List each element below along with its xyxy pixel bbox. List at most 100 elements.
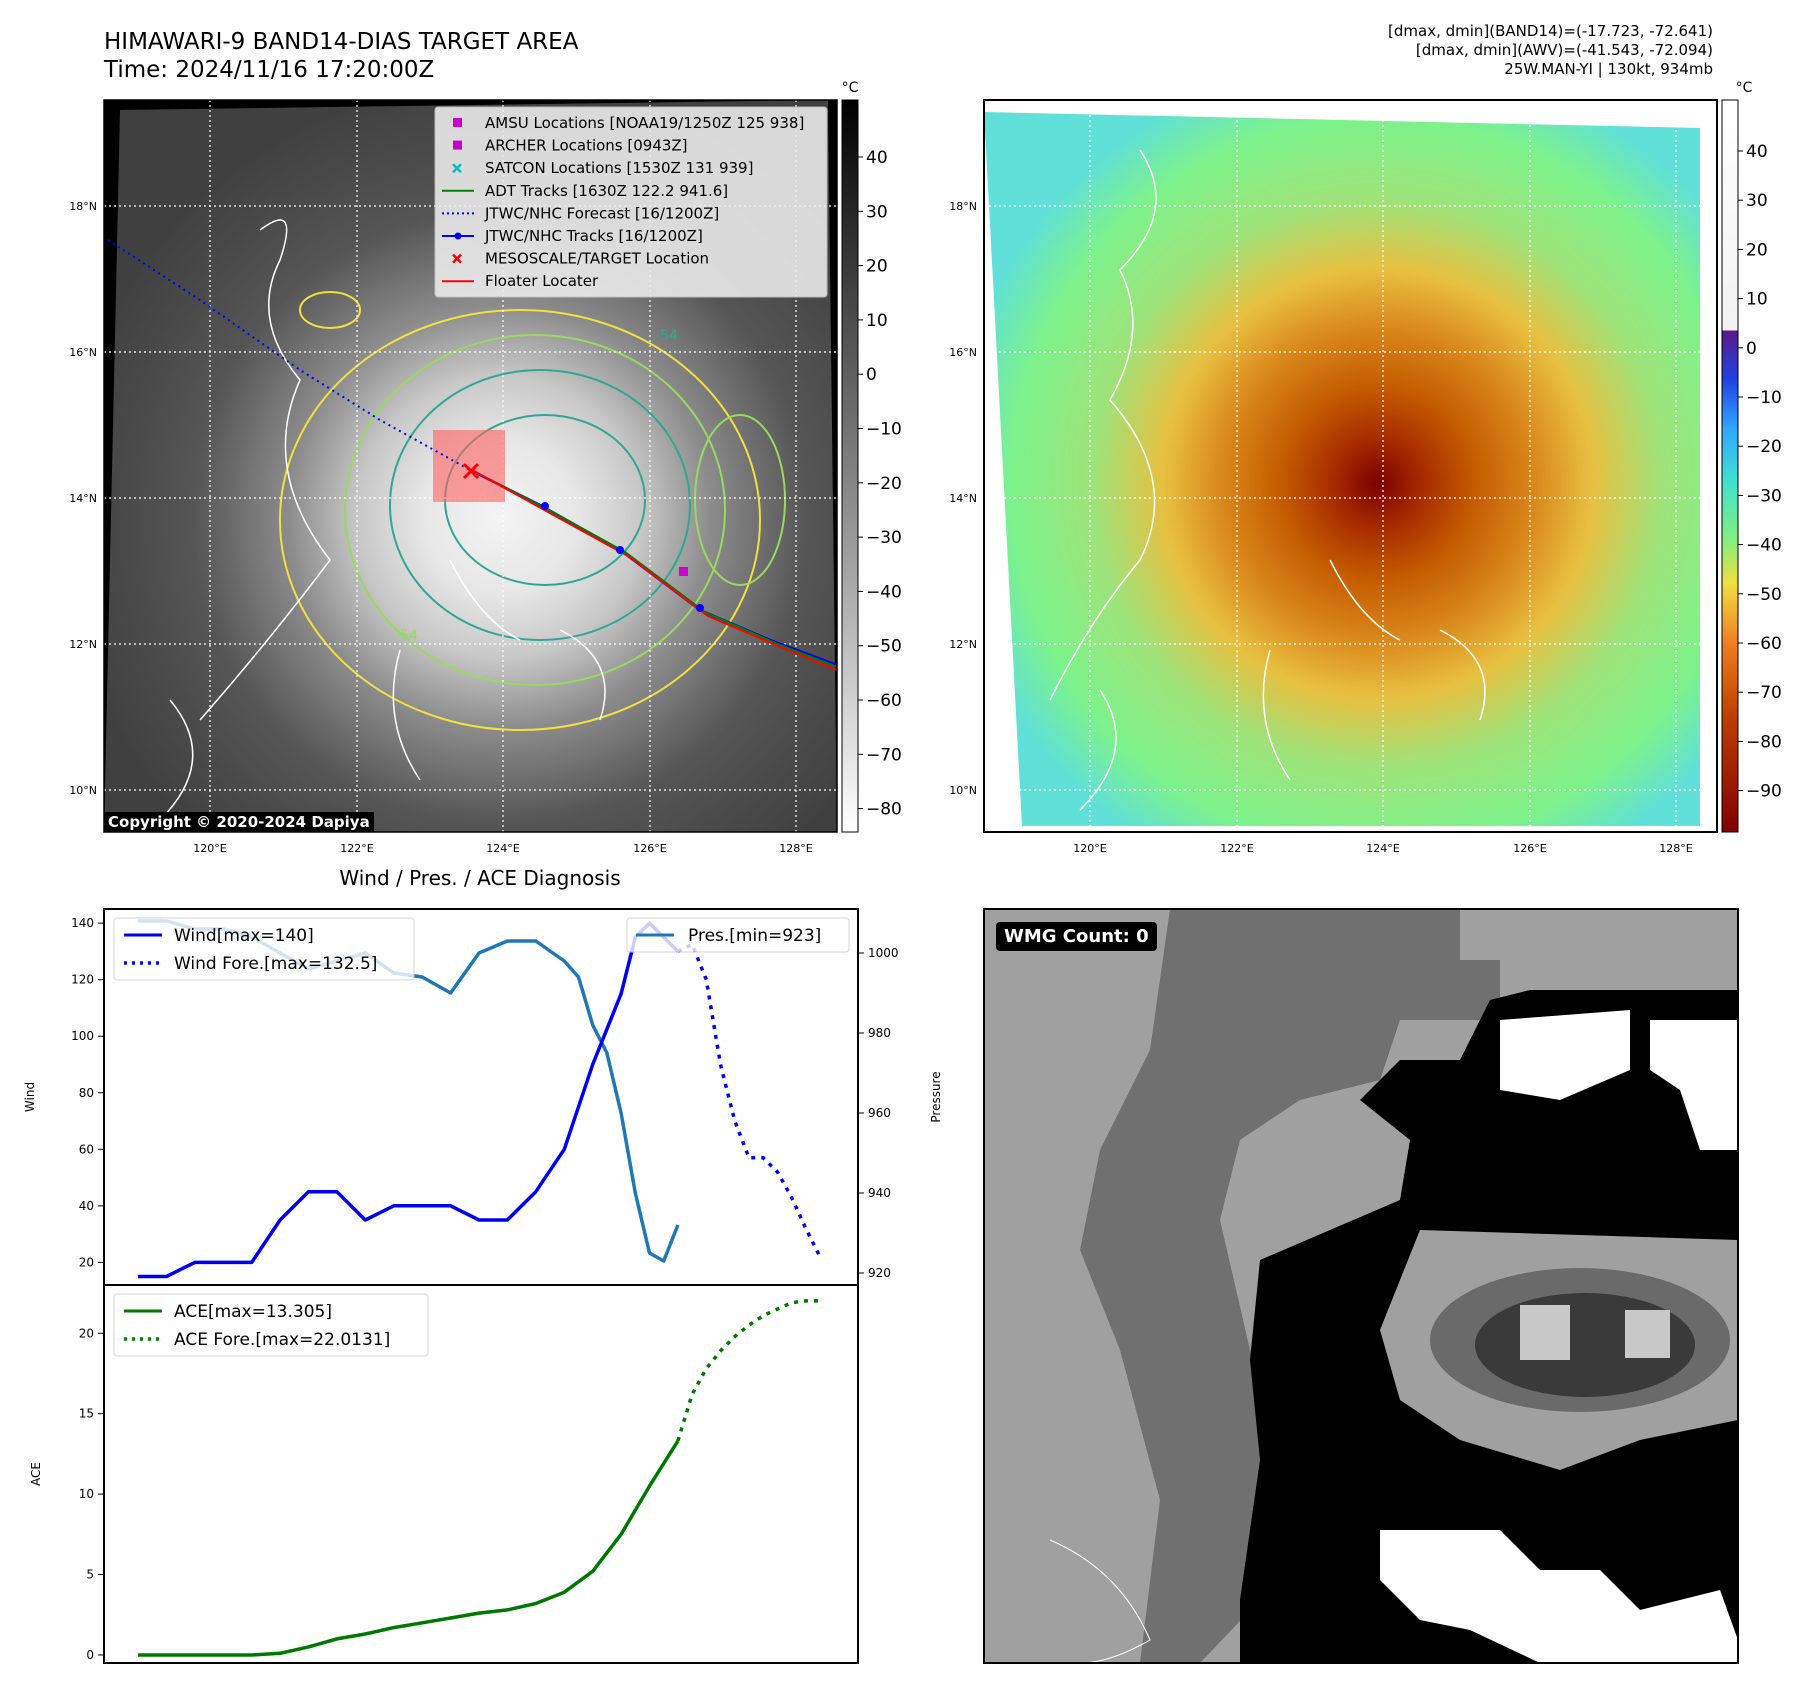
wind-axis-label: Wind: [23, 1082, 37, 1112]
ace-chart: 0 5 10 15 20 ACE ACE[max=13.305] ACE Fore.[m…: [29, 1284, 859, 1664]
lat-tick-label: 10°N: [69, 784, 97, 797]
y-tick-label: 0: [86, 1648, 94, 1662]
figure-title-block: HIMAWARI-9 BAND14-DIAS TARGET AREA Time:…: [104, 28, 578, 84]
legend-label: ARCHER Locations [0943Z]: [485, 137, 688, 155]
colorbar-tick-label: 0: [866, 365, 877, 385]
storm-summary: 25W.MAN-YI | 130kt, 934mb: [1504, 60, 1713, 78]
wmg-warm-cluster: [1500, 1010, 1630, 1100]
colorbar-tick-label: −80: [1746, 732, 1782, 752]
y-tick-label: 40: [79, 1199, 94, 1213]
colorbar-tick-label: −50: [1746, 585, 1782, 605]
wmg-region-dark-gray: [1080, 909, 1500, 1663]
colorbar-tick-label: 20: [866, 257, 888, 277]
colorbar-tick-label: −10: [1746, 388, 1782, 408]
legend-label: Floater Locater: [485, 272, 599, 290]
y-tick-label: 10: [79, 1487, 94, 1501]
colorbar-tick-label: −20: [1746, 437, 1782, 457]
wind-pressure-chart: 20 40 60 80 100 120 140 920 940 960 980 1000 Wind …: [23, 908, 943, 1286]
y-tick-label: 15: [79, 1407, 94, 1421]
colorbar-tick-label: −70: [1746, 683, 1782, 703]
map-gridlines: [984, 100, 1717, 832]
map-lat-labels: 18°N 16°N 14°N 12°N 10°N: [949, 200, 977, 797]
lat-tick-label: 16°N: [949, 346, 977, 359]
colorbar-tick-label: 20: [1746, 240, 1768, 260]
colorbar-unit: °C: [1736, 80, 1753, 96]
wmg-warm-cluster: [1380, 1530, 1738, 1663]
figure-time: Time: 2024/11/16 17:20:00Z: [104, 57, 435, 83]
colorbar-tick-label: 40: [866, 148, 888, 168]
colorbar-tick-label: 0: [1746, 339, 1757, 359]
jtwc-forecast-track: [107, 239, 471, 471]
y-tick-label: 980: [868, 1026, 891, 1040]
coastlines: [1049, 149, 1486, 811]
y-tick-label: 5: [86, 1568, 94, 1582]
wmg-warm-cluster: [1650, 1020, 1738, 1150]
pressure-legend-label: Pres.[min=923]: [688, 926, 821, 946]
wind-legend-label: Wind[max=140]: [174, 926, 314, 946]
colorbar-tick-label: −20: [866, 474, 902, 494]
gray-colorbar: °C 40 30 20 10 0 −10 −20 −30 −40 −50 −60 −70 −80: [841, 80, 902, 833]
legend-label: MESOSCALE/TARGET Location: [485, 250, 709, 268]
series-line-wind-fore-: [677, 942, 822, 1258]
wmg-panel: [983, 908, 1739, 1664]
pressure-legend: Pres.[min=923]: [626, 917, 850, 953]
map-lat-labels: 18°N 16°N 14°N 12°N 10°N: [69, 200, 97, 797]
archer-location-marker: [679, 567, 688, 576]
colorbar-tick-label: −90: [1746, 782, 1782, 802]
colorbar-tick-label: 30: [866, 202, 888, 222]
wmg-frame: [983, 908, 1739, 1664]
contour-label: -54: [395, 628, 418, 644]
wmg-count-badge: WMG Count: 0: [996, 922, 1157, 951]
diagnosis-title: Wind / Pres. / ACE Diagnosis: [339, 866, 621, 890]
map-frame: [103, 99, 838, 833]
lat-tick-label: 12°N: [949, 638, 977, 651]
colorbar-tick-label: −40: [1746, 536, 1782, 556]
legend-marker: [453, 118, 462, 127]
lon-tick-label: 128°E: [779, 842, 812, 855]
colorbar-tick-label: −50: [866, 637, 902, 657]
colorbar-tick-label: 10: [866, 311, 888, 331]
y-tick-label: 100: [71, 1029, 94, 1043]
ir-color-imagery: [984, 112, 1700, 826]
copyright-label: Copyright © 2020-2024 Dapiya: [104, 812, 374, 832]
series-line-ace-fore-: [676, 1299, 820, 1442]
lon-tick-label: 122°E: [340, 842, 373, 855]
wind-axis-ticks: 20 40 60 80 100 120 140: [71, 916, 104, 1269]
lat-tick-label: 10°N: [949, 784, 977, 797]
ace-axis-label: ACE: [29, 1462, 43, 1486]
colorbar-tick-label: −60: [1746, 634, 1782, 654]
lon-tick-label: 128°E: [1659, 842, 1692, 855]
ace-series-group: [138, 1299, 820, 1657]
y-tick-label: 1000: [868, 946, 899, 960]
colorbar-tick-label: −30: [1746, 486, 1782, 506]
y-tick-label: 140: [71, 916, 94, 930]
ir-color-map: 18°N 16°N 14°N 12°N 10°N 120°E 122°E 124°E 126°…: [949, 80, 1782, 855]
map-frame: [983, 99, 1718, 833]
legend-marker: [453, 140, 462, 150]
legend-label: SATCON Locations [1530Z 131 939]: [485, 159, 753, 177]
ace-forecast-legend-label: ACE Fore.[max=22.0131]: [174, 1330, 390, 1350]
colorbar-tick-label: −70: [866, 745, 902, 765]
wmg-eye-warm-spot: [1625, 1310, 1670, 1358]
lon-tick-label: 120°E: [193, 842, 226, 855]
legend-label: JTWC/NHC Tracks [16/1200Z]: [484, 227, 703, 245]
storm-tracks: [107, 239, 837, 671]
y-tick-label: 20: [79, 1326, 94, 1340]
lat-tick-label: 16°N: [69, 346, 97, 359]
legend-label: AMSU Locations [NOAA19/1250Z 125 938]: [485, 114, 804, 132]
y-tick-label: 20: [79, 1255, 94, 1269]
lon-tick-label: 124°E: [486, 842, 519, 855]
colorbar-tick-label: 30: [1746, 191, 1768, 211]
wind-legend: Wind[max=140] Wind Fore.[max=132.5]: [113, 917, 415, 981]
colorbar-tick-label: −60: [866, 691, 902, 711]
dmax-band14: [dmax, dmin](BAND14)=(-17.723, -72.641): [1388, 22, 1713, 40]
pressure-axis-label: Pressure: [929, 1071, 943, 1122]
lon-tick-label: 120°E: [1073, 842, 1106, 855]
pressure-axis-ticks: 920 940 960 980 1000: [858, 946, 899, 1280]
wmg-eye-warm-spot: [1520, 1305, 1570, 1360]
legend-label: JTWC/NHC Forecast [16/1200Z]: [484, 204, 719, 222]
colorbar-tick-label: −30: [866, 528, 902, 548]
floater-locator-track: [471, 469, 837, 671]
y-tick-label: 920: [868, 1266, 891, 1280]
wind-forecast-legend-label: Wind Fore.[max=132.5]: [174, 954, 377, 974]
